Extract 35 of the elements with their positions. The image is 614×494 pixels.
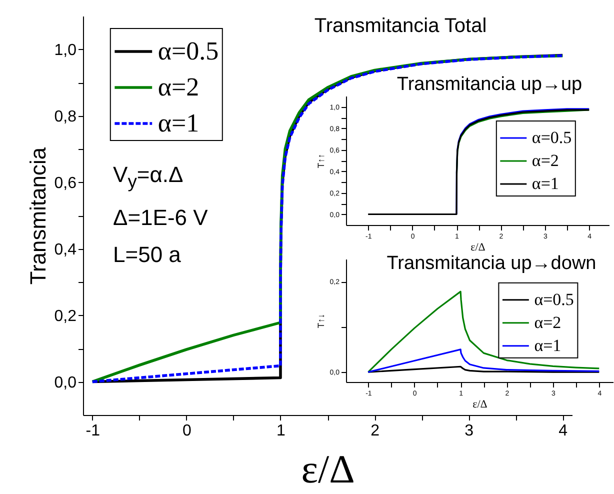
- x-tick-label: -1: [86, 422, 100, 440]
- y-axis-title: Transmitancia: [25, 146, 50, 285]
- x-tick-label: 4: [558, 422, 568, 440]
- x-axis-title: ε/Δ: [472, 398, 488, 410]
- legend-label: α=2: [532, 151, 559, 170]
- annotation: Δ=1E-6 V: [113, 204, 208, 232]
- x-tick-label: 2: [370, 422, 380, 440]
- x-axis-title: ε/Δ: [301, 446, 355, 492]
- line-series: [367, 109, 590, 216]
- y-tick-label: 0,8: [54, 108, 77, 126]
- y-axis-title: T↑↓: [316, 314, 326, 328]
- line-series: [367, 290, 600, 373]
- legend-label: α=1: [534, 336, 562, 355]
- y-tick-label: 0,6: [54, 174, 77, 192]
- legend-label: α=0.5: [532, 128, 572, 148]
- legend-label: α=0.5: [534, 290, 574, 309]
- legend-label: α=1: [158, 108, 200, 138]
- legend-label: α=2: [158, 72, 200, 102]
- y-tick-label: 1,0: [54, 42, 77, 59]
- legend-label: α=1: [532, 174, 559, 194]
- annotation: L=50 a: [113, 241, 182, 270]
- chart-title: Transmitancia Total: [314, 15, 487, 37]
- x-tick-label: 3: [464, 422, 474, 440]
- y-tick-label: 0,2: [54, 308, 77, 325]
- x-tick-label: 0: [182, 422, 192, 440]
- y-axis-title: T↑↑: [316, 154, 326, 168]
- legend-label: α=2: [534, 312, 562, 332]
- legend-label: α=0.5: [158, 36, 219, 66]
- chart-title: Transmitancia up→up: [396, 74, 582, 95]
- y-tick-label: 0,4: [54, 241, 77, 258]
- y-tick-label: 0,0: [54, 374, 77, 392]
- annotation: V$_{y}$=α.Δ: [113, 161, 184, 194]
- x-axis-title: ε/Δ: [470, 242, 486, 254]
- x-tick-label: 1: [276, 422, 286, 440]
- chart-title: Transmitancia up→down: [386, 253, 596, 274]
